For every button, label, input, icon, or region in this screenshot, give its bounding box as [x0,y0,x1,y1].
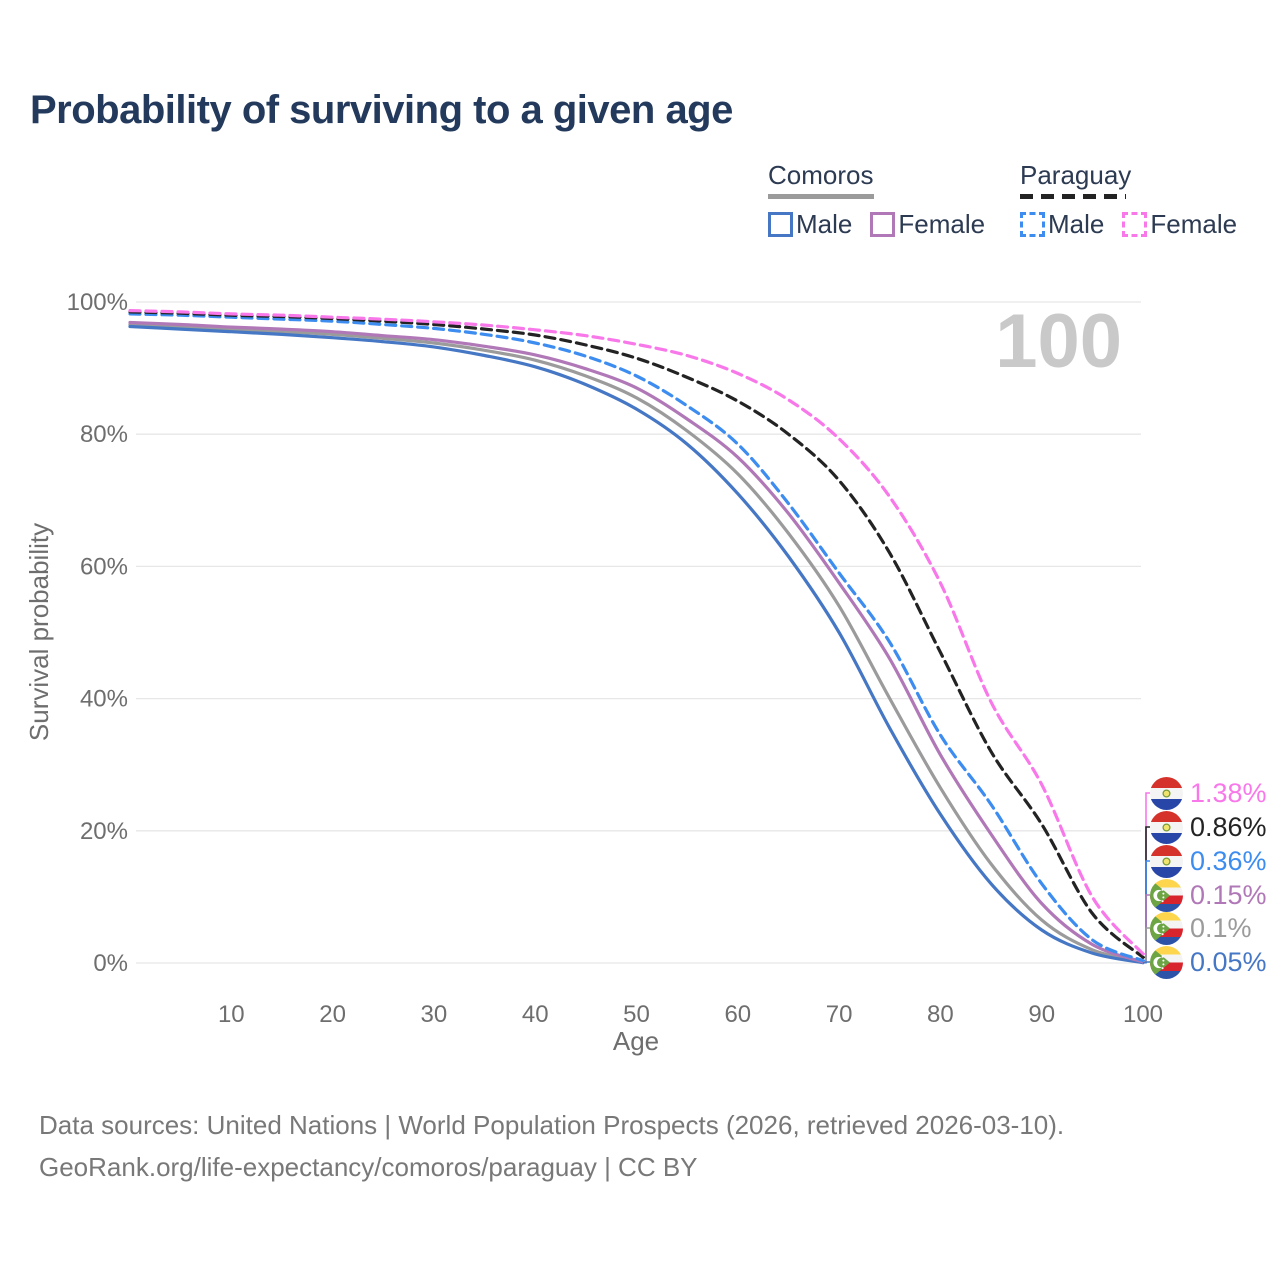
paraguay-male-swatch-icon [1020,212,1045,237]
legend-items-paraguay: Male Female [1020,209,1237,240]
y-tick-label-20: 20% [80,818,128,845]
x-tick-label-60: 60 [724,1001,751,1028]
paraguay-flag-icon [1150,776,1183,810]
y-tick-label-60: 60% [80,553,128,580]
paraguay-flag-icon [1150,810,1183,844]
end-label-value: 0.86% [1190,811,1267,842]
x-tick-label-100: 100 [1123,1001,1163,1028]
end-label-row-paraguay-female[interactable]: 1.38% [1150,776,1267,810]
end-label-row-paraguay-male[interactable]: 0.36% [1150,844,1267,878]
comoros-flag-icon [1150,911,1183,945]
series-lines [128,309,1145,965]
legend-item-comoros-male[interactable]: Male [768,209,852,240]
end-label-value: 0.1% [1190,912,1252,943]
watermark: 100 [995,299,1122,384]
legend-item-label: Female [898,209,986,239]
footer-link: GeoRank.org/life-expectancy/comoros/para… [39,1152,698,1182]
end-label-row-comoros-male[interactable]: 0.05% [1150,945,1267,979]
x-axis-title: Age [613,1026,659,1056]
end-label-row-comoros-all[interactable]: 0.1% [1150,911,1252,945]
paraguay-flag-icon [1150,844,1183,878]
y-tick-label-0: 0% [93,950,128,977]
legend-line-sample-paraguay [1020,194,1126,199]
legend-line-sample-comoros [768,194,874,199]
paraguay-female-swatch-icon [1122,212,1148,237]
footer-sources: Data sources: United Nations | World Pop… [39,1110,1065,1140]
x-tick-label-40: 40 [522,1001,549,1028]
end-label-value: 0.36% [1190,845,1267,876]
series-line-paraguay-female [128,309,1145,956]
comoros-male-swatch-icon [768,212,793,237]
legend-group-comoros: Comoros Male Female [768,160,985,240]
end-label-row-comoros-female[interactable]: 0.15% [1150,878,1267,912]
connector-comoros-male [1143,961,1150,964]
legend-item-label: Male [796,209,853,239]
x-tick-label-80: 80 [927,1001,954,1028]
y-axis-title: Survival probability [24,523,54,741]
legend-item-paraguay-female[interactable]: Female [1122,209,1237,240]
legend-group-paraguay: Paraguay Male Female [1020,160,1237,240]
series-line-comoros-all [128,322,1145,964]
y-tick-label-100: 100% [67,289,128,316]
comoros-flag-icon [1150,878,1183,912]
end-label-value: 0.05% [1190,946,1267,977]
footer: Data sources: United Nations | World Pop… [39,1104,1064,1188]
legend-item-label: Male [1048,209,1105,239]
y-tick-label-80: 80% [80,421,128,448]
legend-item-label: Female [1150,209,1238,239]
x-tick-label-10: 10 [218,1001,245,1028]
legend-items-comoros: Male Female [768,209,985,240]
end-label-row-paraguay-all[interactable]: 0.86% [1150,810,1267,844]
page-title: Probability of surviving to a given age [30,88,733,132]
x-tick-label-70: 70 [826,1001,853,1028]
legend-header-comoros[interactable]: Comoros [768,160,874,190]
series-line-comoros-male [128,324,1145,965]
x-tick-label-30: 30 [421,1001,448,1028]
x-tick-label-50: 50 [623,1001,650,1028]
legend-header-paraguay[interactable]: Paraguay [1020,160,1132,190]
end-label-value: 0.15% [1190,879,1267,910]
end-label-value: 1.38% [1190,777,1267,808]
comoros-flag-icon [1150,945,1183,979]
gridlines [136,301,1141,964]
x-tick-label-90: 90 [1028,1001,1055,1028]
end-label-connectors [1143,792,1150,964]
comoros-female-swatch-icon [870,212,896,237]
legend-item-comoros-female[interactable]: Female [870,209,985,240]
x-tick-label-20: 20 [319,1001,346,1028]
y-axis-tick-labels: 0% 20% 40% 60% 80% 100% [67,289,128,977]
legend-item-paraguay-male[interactable]: Male [1020,209,1104,240]
series-line-paraguay-male [128,312,1145,963]
series-line-comoros-female [128,320,1145,964]
x-axis-tick-labels: 10 20 30 40 50 60 70 80 90 100 [218,1001,1163,1028]
y-tick-label-40: 40% [80,686,128,713]
